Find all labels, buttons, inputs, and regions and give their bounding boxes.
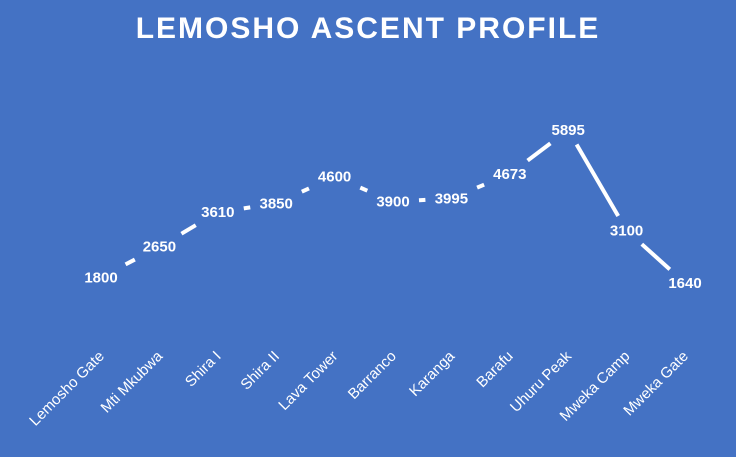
category-tick-label: Lava Tower [275, 348, 341, 414]
series-segment [243, 205, 251, 211]
data-label: 2650 [143, 239, 176, 256]
series-segment [359, 185, 369, 193]
data-label: 1800 [84, 269, 117, 286]
data-label: 3100 [610, 223, 643, 240]
category-tick-label: Karanga [406, 347, 459, 400]
series-segment [526, 141, 552, 163]
data-label: 1640 [668, 275, 701, 292]
data-label: 3900 [376, 194, 409, 211]
series-segment [574, 143, 620, 218]
data-label: 3850 [260, 196, 293, 213]
category-tick-label: Barranco [345, 348, 400, 403]
drop-lines [100, 130, 686, 342]
category-tick-label: Shira II [237, 348, 283, 394]
series-line [124, 141, 672, 271]
data-label: 3610 [201, 204, 234, 221]
series-segment [300, 186, 310, 194]
data-label: 3995 [435, 190, 468, 207]
category-tick-label: Mti Mkubwa [98, 347, 167, 416]
data-label: 4673 [493, 166, 526, 183]
data-labels: 1800 2650 3610 3850 4600 3900 3995 4673 5895 3100… [84, 122, 701, 292]
category-tick-label: Shira I [182, 348, 225, 391]
data-label: 5895 [552, 122, 585, 139]
data-label: 4600 [318, 169, 351, 186]
chart-title: LEMOSHO ASCENT PROFILE [135, 12, 601, 45]
series-segment [180, 223, 197, 236]
series-segment [476, 182, 485, 190]
category-tick-label: Barafu [473, 348, 516, 391]
category-tick-label: Lemosho Gate [26, 348, 108, 430]
series-segment [124, 257, 136, 267]
series-segment [640, 242, 672, 271]
